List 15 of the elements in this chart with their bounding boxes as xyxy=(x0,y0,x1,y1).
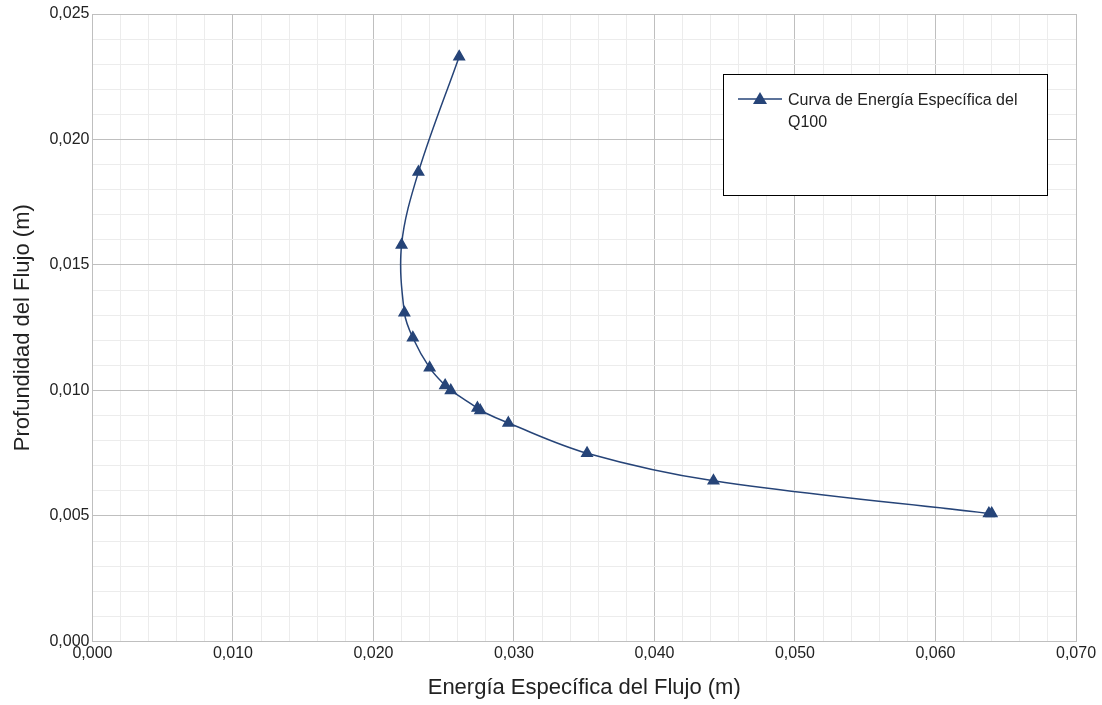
x-tick-label: 0,020 xyxy=(353,644,394,662)
x-tick-label: 0,030 xyxy=(493,644,535,662)
x-tick-label: 0,070 xyxy=(1055,644,1097,662)
legend-label: Curva de Energía Específica del Q100 xyxy=(788,90,1019,132)
y-tick-label: 0,025 xyxy=(49,4,90,22)
y-tick-label: 0,005 xyxy=(49,506,90,524)
x-tick-label: 0,050 xyxy=(774,644,816,662)
y-tick-label: 0,015 xyxy=(49,255,90,273)
x-axis-title: Energía Específica del Flujo (m) xyxy=(427,673,741,699)
x-tick-label: 0,060 xyxy=(915,644,956,662)
y-tick-label: 0,010 xyxy=(49,380,90,398)
y-axis-title: Profundidad del Flujo (m) xyxy=(9,204,35,452)
x-tick-label: 0,010 xyxy=(212,644,254,662)
y-tick-label: 0,020 xyxy=(49,129,90,147)
x-tick-label: 0,040 xyxy=(634,644,675,662)
